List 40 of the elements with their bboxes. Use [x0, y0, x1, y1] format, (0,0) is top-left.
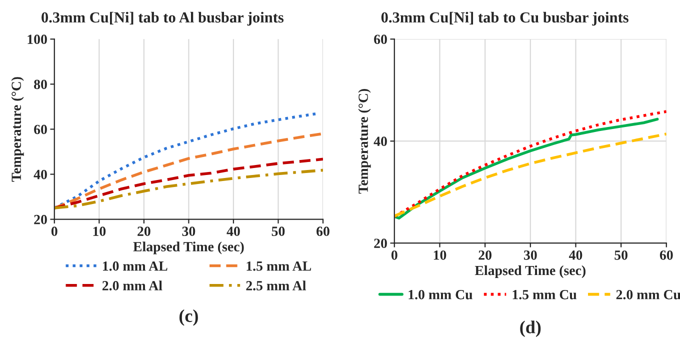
line-series: [54, 132, 323, 210]
legend-label: 1.0 mm Cu: [408, 290, 472, 300]
x-tick-label: 40: [226, 226, 240, 236]
x-tick-label: 0: [391, 250, 398, 260]
legend-label: 2.5 mm Al: [246, 280, 306, 290]
y-tick-label: 80: [34, 80, 47, 90]
legend-label: 2.0 mm Al: [102, 280, 162, 290]
text: (c): [179, 309, 198, 326]
x-tick-label: 10: [93, 226, 106, 236]
y-axis-title: Temperature (°C): [358, 88, 371, 194]
chart-title: 0.3mm Cu[Ni] tab to Cu busbar joints: [381, 12, 628, 26]
y-tick-label: 60: [374, 34, 387, 44]
x-tick-label: 10: [434, 250, 446, 260]
x-tick-label: 60: [316, 226, 330, 236]
y-tick-label: 20: [374, 238, 387, 248]
legend-label: 1.5 mm Cu: [512, 290, 577, 300]
x-tick-label: 0: [51, 226, 58, 236]
x-axis-title: Elapsed Time (sec): [474, 265, 586, 278]
x-tick-label: 30: [524, 250, 537, 260]
x-tick-label: 30: [182, 226, 196, 236]
x-tick-label: 50: [614, 250, 628, 260]
text: (d): [520, 320, 541, 337]
y-tick-label: 60: [34, 124, 47, 134]
y-axis-title: Temperature (°C): [11, 77, 24, 182]
y-tick-label: 20: [34, 214, 47, 224]
x-tick-label: 20: [138, 226, 150, 236]
y-tick-label: 100: [28, 34, 47, 44]
y-tick-label: 40: [374, 136, 387, 146]
legend-label: 1.5 mm AL: [246, 261, 312, 271]
line-series: [54, 158, 323, 210]
x-tick-label: 60: [660, 250, 673, 260]
chart-title: 0.3mm Cu[Ni] tab to Al busbar joints: [42, 12, 284, 26]
line-series: [394, 132, 666, 218]
y-tick-label: 40: [34, 170, 47, 180]
legend-label: 1.0 mm AL: [103, 261, 168, 271]
x-tick-label: 40: [568, 250, 582, 260]
line-series: [54, 168, 323, 210]
x-axis-title: Elapsed Time (sec): [133, 242, 244, 254]
x-tick-label: 20: [478, 250, 492, 260]
x-tick-label: 50: [272, 226, 285, 236]
